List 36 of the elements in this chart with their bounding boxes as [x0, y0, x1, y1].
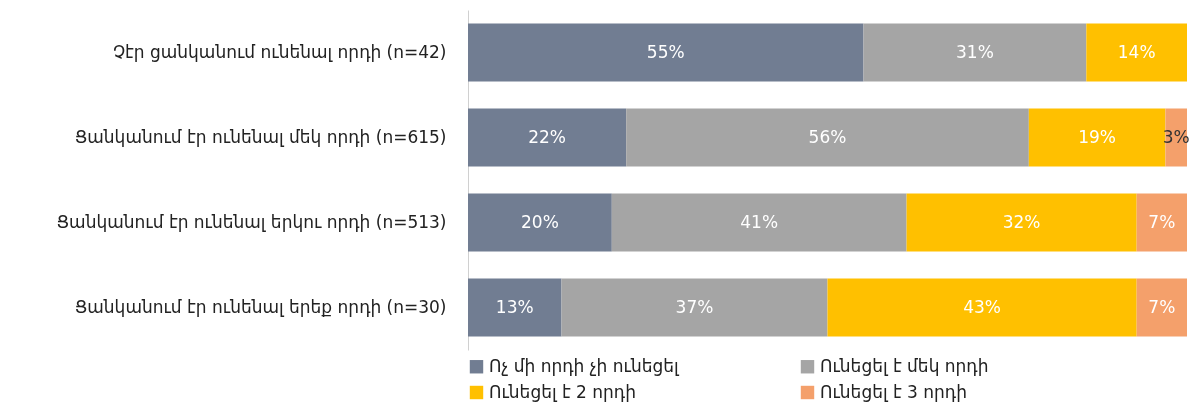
y-tick-label: Ցանկանում էր ունենալ երեք որդի (n=30) [74, 296, 447, 317]
bar [863, 23, 1087, 82]
data-label: 14% [1117, 41, 1156, 62]
bar [1136, 278, 1187, 337]
legend-label: Ունեցել է 3 որդի [820, 381, 967, 402]
y-tick-label: Չէր ցանկանում ունենալ որդի (n=42) [112, 41, 447, 62]
data-label: 19% [1078, 126, 1117, 147]
bar [906, 193, 1137, 252]
y-tick-label: Ցանկանում էր ունենալ երկու որդի (n=513) [56, 211, 447, 232]
data-label: 41% [740, 211, 779, 232]
bar [468, 278, 562, 337]
bar [611, 193, 907, 252]
data-label: 43% [963, 296, 1001, 317]
bar [1086, 23, 1187, 82]
legend-label: Ոչ մի որդի չի ունեցել [489, 355, 680, 376]
legend-label: Ունեցել է 2 որդի [489, 381, 636, 402]
bar [1028, 108, 1166, 167]
bar [468, 193, 612, 252]
data-label: 31% [956, 41, 994, 62]
bar [827, 278, 1137, 337]
bar [468, 23, 864, 82]
y-tick-label: Ցանկանում էր ունենալ մեկ որդի (n=615) [74, 126, 447, 147]
data-label: 7% [1148, 211, 1176, 232]
data-label: 7% [1148, 296, 1176, 317]
data-label: 22% [528, 126, 566, 147]
data-label: 13% [495, 296, 534, 317]
legend-label: Ունեցել է մեկ որդի [820, 355, 989, 376]
bar [626, 108, 1029, 167]
bar [468, 108, 627, 167]
bar [1136, 193, 1187, 252]
data-label: 37% [675, 296, 714, 317]
data-label: 32% [1002, 211, 1041, 232]
data-label: 56% [808, 126, 847, 147]
bar [561, 278, 828, 337]
data-label: 55% [646, 41, 685, 62]
data-label: 20% [521, 211, 559, 232]
